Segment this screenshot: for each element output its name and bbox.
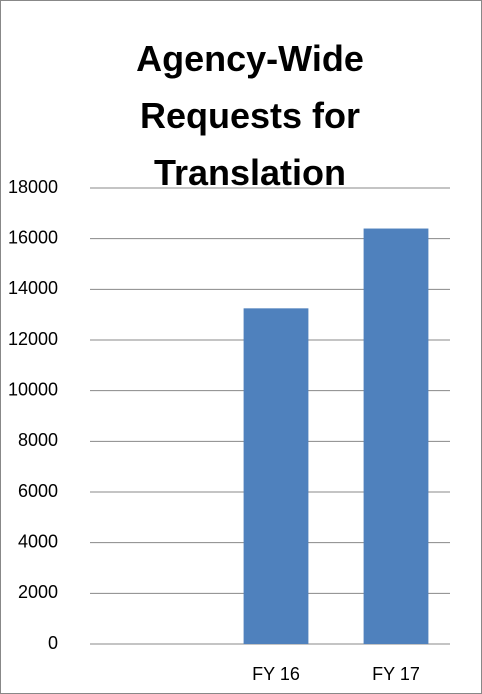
y-tick-label: 10000 (8, 379, 58, 399)
x-tick-label: FY 17 (372, 664, 420, 684)
y-tick-label: 12000 (8, 329, 58, 349)
y-tick-label: 0 (48, 633, 58, 653)
bar (243, 308, 309, 644)
y-tick-label: 8000 (18, 430, 58, 450)
chart-title: Agency-Wide Requests for Translation (136, 38, 364, 193)
y-tick-label: 2000 (18, 582, 58, 602)
y-tick-label: 14000 (8, 278, 58, 298)
bar (363, 228, 429, 645)
y-tick-label: 4000 (18, 531, 58, 551)
y-tick-label: 6000 (18, 481, 58, 501)
y-tick-label: 18000 (8, 177, 58, 197)
x-tick-label: FY 16 (252, 664, 300, 684)
y-tick-label: 16000 (8, 227, 58, 247)
